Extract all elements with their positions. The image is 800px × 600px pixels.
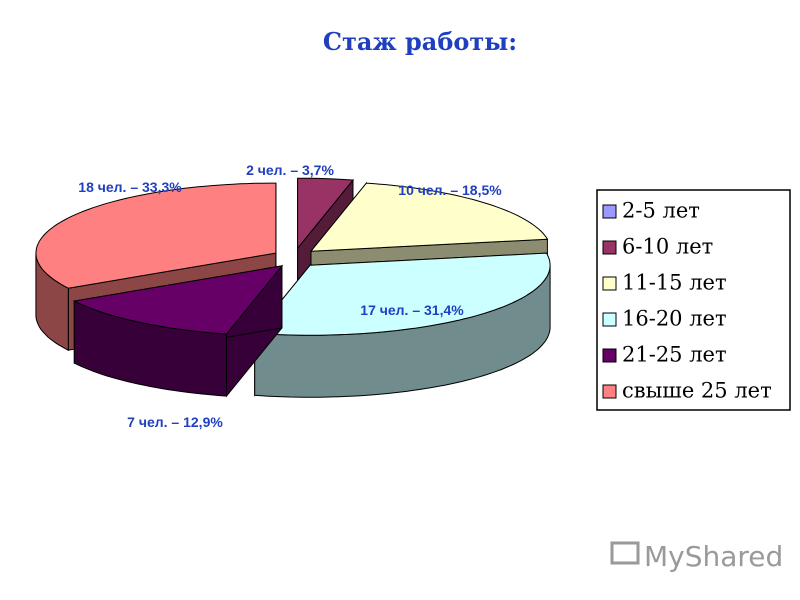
slice [253, 252, 551, 336]
value-label: 17 чел. – 31,4% [360, 302, 464, 318]
legend-swatch [602, 312, 617, 327]
slice-group [72, 264, 284, 398]
legend-label: 21-25 лет [622, 343, 727, 367]
chart-title: Стаж работы: [323, 27, 517, 56]
watermark: MyShared [610, 540, 783, 573]
value-label: 10 чел. – 18,5% [398, 182, 502, 198]
legend-label: 11-15 лет [622, 271, 727, 295]
legend-swatch [602, 276, 617, 291]
legend-swatch [602, 240, 617, 255]
watermark-text: MyShared [644, 540, 783, 573]
legend-label: 6-10 лет [622, 235, 713, 259]
legend-swatch [602, 348, 617, 363]
value-label: 18 чел. – 33,3% [78, 179, 182, 195]
slice [297, 177, 354, 250]
legend-swatch [602, 384, 617, 399]
legend-label: 2-5 лет [622, 199, 700, 223]
legend-box [596, 189, 791, 411]
slice [309, 182, 549, 252]
value-label: 7 чел. – 12,9% [127, 414, 223, 430]
slice-group [253, 252, 551, 398]
slice [72, 265, 284, 335]
legend-label: 16-20 лет [622, 307, 727, 331]
slice [35, 182, 277, 289]
legend-swatch [602, 204, 617, 219]
legend-label: свыше 25 лет [622, 379, 772, 403]
value-label: 2 чел. – 3,7% [246, 162, 334, 178]
watermark-icon [610, 541, 640, 565]
